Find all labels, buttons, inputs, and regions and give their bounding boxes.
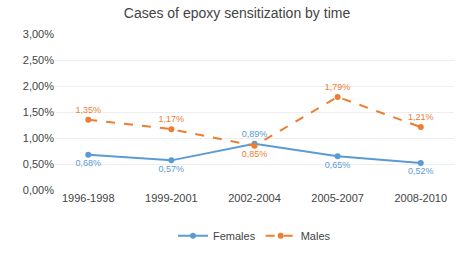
svg-text:1,21%: 1,21% (408, 112, 434, 122)
svg-text:2,00%: 2,00% (23, 80, 54, 92)
svg-text:2002-2004: 2002-2004 (228, 192, 281, 204)
svg-text:Cases of epoxy sensitization b: Cases of epoxy sensitization by time (124, 5, 351, 21)
svg-text:1,50%: 1,50% (23, 106, 54, 118)
svg-text:Males: Males (301, 230, 331, 242)
svg-text:1,35%: 1,35% (75, 105, 101, 115)
svg-text:0,68%: 0,68% (75, 158, 101, 168)
svg-text:2,50%: 2,50% (23, 54, 54, 66)
svg-text:0,00%: 0,00% (23, 184, 54, 196)
svg-text:0,50%: 0,50% (23, 158, 54, 170)
svg-text:Females: Females (213, 230, 256, 242)
svg-text:0,52%: 0,52% (408, 166, 434, 176)
svg-text:0,85%: 0,85% (242, 149, 268, 159)
svg-text:1,00%: 1,00% (23, 132, 54, 144)
svg-text:2005-2007: 2005-2007 (311, 192, 364, 204)
svg-text:0,89%: 0,89% (242, 129, 268, 139)
svg-text:1996-1998: 1996-1998 (62, 192, 115, 204)
svg-text:1,17%: 1,17% (159, 114, 185, 124)
svg-text:3,00%: 3,00% (23, 28, 54, 40)
svg-text:2008-2010: 2008-2010 (394, 192, 447, 204)
svg-text:0,65%: 0,65% (325, 160, 351, 170)
svg-text:1,79%: 1,79% (325, 82, 351, 92)
svg-text:0,57%: 0,57% (159, 164, 185, 174)
svg-text:1999-2001: 1999-2001 (145, 192, 198, 204)
